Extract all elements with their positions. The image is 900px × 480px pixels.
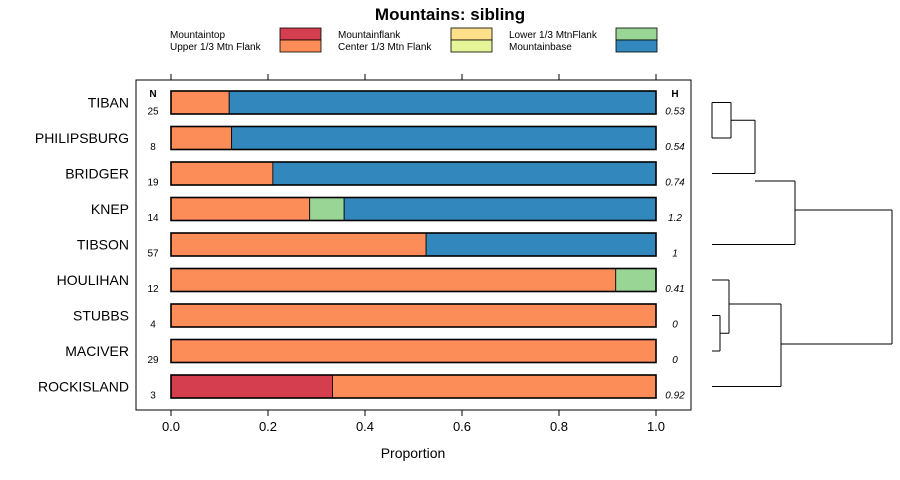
x-tick-label: 0.0	[162, 419, 180, 434]
bar-segment-knep-mountainbase	[343, 197, 657, 221]
row-label-philipsburg: PHILIPSBURG	[35, 130, 129, 146]
bar-segment-philipsburg-mountainbase	[231, 126, 657, 150]
n-value-rockisland: 3	[150, 391, 156, 402]
legend-label-lower-1-3-mtnflank: Lower 1/3 MtnFlank	[509, 30, 598, 41]
bar-outline-bridger	[170, 161, 657, 186]
bar-segment-rockisland-mountaintop	[170, 374, 333, 399]
n-header: N	[149, 89, 156, 100]
bar-segment-bridger-mountainbase	[272, 161, 657, 186]
row-label-houlihan: HOULIHAN	[57, 272, 129, 288]
row-label-maciver: MACIVER	[65, 343, 129, 359]
n-value-knep: 14	[147, 213, 159, 224]
n-value-stubbs: 4	[150, 320, 156, 331]
row-label-stubbs: STUBBS	[73, 308, 129, 324]
n-value-tiban: 25	[147, 107, 159, 118]
legend-label-mountaintop: Mountaintop	[170, 30, 225, 41]
x-axis-label: Proportion	[381, 445, 446, 461]
legend-swatch-upper-1-3-mtn-flank	[279, 39, 322, 53]
x-tick-label: 0.8	[550, 419, 568, 434]
x-axis: 0.0 0.2 0.4 0.6 0.8 1.0	[162, 74, 665, 434]
h-value-houlihan: 0.41	[665, 284, 684, 295]
bar-outline-houlihan	[170, 267, 657, 293]
bar-segment-houlihan-lower-1-3-mtnflank	[615, 268, 657, 292]
h-value-tibson: 1	[672, 249, 678, 260]
h-value-rockisland: 0.92	[665, 391, 685, 402]
legend-label-upper-1-3-mtn-flank: Upper 1/3 Mtn Flank	[170, 42, 262, 53]
h-value-bridger: 0.74	[665, 178, 685, 189]
bar-outline-rockisland	[170, 374, 657, 399]
h-value-stubbs: 0	[672, 320, 678, 331]
chart-title: Mountains: sibling	[375, 5, 525, 24]
bar-segment-knep-lower-1-3-mtnflank	[309, 197, 345, 221]
x-tick-label: 0.4	[356, 419, 374, 434]
bar-segment-tiban-mountainbase	[228, 90, 657, 115]
row-label-rockisland: ROCKISLAND	[38, 379, 129, 395]
h-header: H	[671, 89, 678, 100]
bar-segment-bridger-upper-1-3-mtn-flank	[170, 161, 274, 186]
bar-segment-maciver-upper-1-3-mtn-flank	[170, 339, 657, 363]
row-label-tiban: TIBAN	[88, 95, 129, 111]
bar-outline-tibson	[170, 232, 657, 257]
row-label-tibson: TIBSON	[77, 237, 129, 253]
h-value-knep: 1.2	[668, 213, 682, 224]
legend-label-center-1-3-mtn-flank: Center 1/3 Mtn Flank	[338, 42, 432, 53]
bar-outline-tiban	[170, 90, 657, 115]
bar-outline-philipsburg	[170, 125, 657, 151]
bar-segment-philipsburg-upper-1-3-mtn-flank	[170, 126, 233, 150]
legend-label-mountainflank: Mountainflank	[338, 30, 401, 41]
bar-segment-rockisland-upper-1-3-mtn-flank	[332, 374, 657, 399]
bar-segment-tibson-mountainbase	[425, 232, 657, 257]
bar-segment-tibson-upper-1-3-mtn-flank	[170, 232, 427, 257]
n-value-bridger: 19	[147, 178, 159, 189]
bar-segment-knep-upper-1-3-mtn-flank	[170, 197, 311, 221]
bar-outline-maciver	[170, 338, 657, 364]
row-label-bridger: BRIDGER	[65, 166, 129, 182]
bar-segment-stubbs-upper-1-3-mtn-flank	[170, 303, 657, 328]
bar-segment-tiban-upper-1-3-mtn-flank	[170, 90, 230, 115]
row-label-knep: KNEP	[91, 201, 129, 217]
legend-swatch-lower-1-3-mtnflank	[615, 27, 658, 41]
x-tick-label: 0.2	[259, 419, 277, 434]
h-value-maciver: 0	[672, 355, 678, 366]
legend-swatch-center-1-3-mtn-flank	[450, 39, 493, 53]
bar-outline-stubbs	[170, 303, 657, 328]
x-tick-label: 1.0	[647, 419, 665, 434]
legend-swatch-mountaintop	[279, 27, 322, 41]
n-value-houlihan: 12	[147, 284, 159, 295]
plot-frame	[135, 79, 692, 411]
legend-swatch-mountainbase	[615, 39, 658, 53]
dendrogram	[711, 102, 893, 387]
h-value-philipsburg: 0.54	[665, 142, 685, 153]
h-value-tiban: 0.53	[665, 107, 685, 118]
legend-label-mountainbase: Mountainbase	[509, 42, 572, 53]
n-value-tibson: 57	[147, 249, 159, 260]
bar-segment-houlihan-upper-1-3-mtn-flank	[170, 268, 617, 292]
bar-rows: TIBAN 25 0.53 PHILIPSBURG 8 0.54 BRIDGER 19 0.74…	[35, 90, 685, 402]
legend-swatch-mountainflank	[450, 27, 493, 41]
x-tick-label: 0.6	[453, 419, 471, 434]
n-value-philipsburg: 8	[150, 142, 156, 153]
bar-outline-knep	[170, 196, 657, 222]
n-value-maciver: 29	[147, 355, 159, 366]
